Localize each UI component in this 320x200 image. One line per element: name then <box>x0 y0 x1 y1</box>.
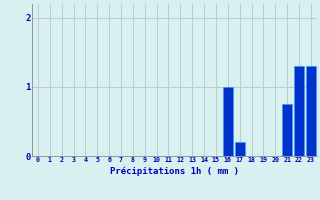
Bar <box>235 142 245 156</box>
Bar <box>223 87 233 156</box>
Bar <box>294 66 304 156</box>
Bar <box>282 104 292 156</box>
X-axis label: Précipitations 1h ( mm ): Précipitations 1h ( mm ) <box>110 166 239 176</box>
Bar <box>306 66 316 156</box>
